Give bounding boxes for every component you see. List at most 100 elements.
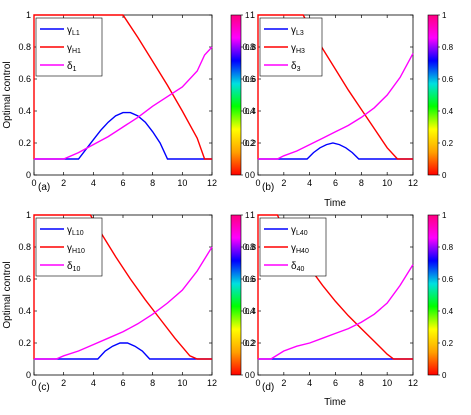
x-tick-label: 12 — [408, 378, 418, 388]
series-line-3 — [258, 53, 414, 160]
legend-entry: δ10 — [67, 261, 80, 273]
x-tick-label: 12 — [207, 378, 217, 388]
panel-4: 0 2 4 6 8 10 1200.20.40.60.81γL40γH40δ40(d)Tim… — [242, 210, 453, 408]
x-tick-label: 12 — [207, 178, 217, 188]
y-axis-label: Optimal control — [2, 261, 13, 328]
x-tick-label: 10 — [177, 378, 187, 388]
x-tick-label: 6 — [333, 178, 338, 188]
panel-label: (d) — [262, 382, 274, 393]
y-tick-label: 0.4 — [18, 106, 31, 116]
colorbar-tick-label: 0.6 — [442, 75, 454, 84]
y-tick-label: 0.2 — [18, 138, 31, 148]
legend-entry: δ1 — [67, 61, 77, 73]
legend-entry: γL10 — [67, 225, 84, 237]
x-tick-label: 4 — [307, 178, 312, 188]
y-tick-label: 0.6 — [18, 274, 31, 284]
x-axis-label: Time — [324, 198, 346, 209]
panel-label: (c) — [38, 382, 50, 393]
colorbar-tick-label: 0.8 — [245, 243, 257, 252]
y-tick-label: 0.2 — [242, 338, 255, 348]
colorbar-tick-label: 0.8 — [245, 43, 257, 52]
series-line-1 — [34, 111, 212, 160]
colorbar-tick-label: 0 — [245, 171, 250, 180]
colorbar-tick-label: 0.6 — [442, 275, 454, 284]
colorbar-tick-label: 1 — [245, 211, 250, 220]
y-tick-label: 0.8 — [242, 42, 255, 52]
legend-entry: γL3 — [291, 25, 304, 37]
series-line-2 — [257, 14, 413, 160]
y-tick-label: 0.4 — [18, 306, 31, 316]
x-tick-label: 4 — [91, 378, 96, 388]
colorbar-tick-label: 0.4 — [442, 107, 454, 116]
colorbar-tick-label: 0 — [245, 371, 250, 380]
series-line-2 — [257, 214, 413, 360]
legend-entry: δ40 — [291, 261, 304, 273]
colorbar-tick-label: 1 — [442, 211, 447, 220]
legend-entry: γH1 — [67, 43, 81, 55]
y-tick-label: 0.8 — [242, 242, 255, 252]
x-tick-label: 2 — [61, 378, 66, 388]
x-tick-label: 8 — [359, 378, 364, 388]
series-line-2 — [33, 14, 212, 160]
x-tick-label: 0 — [31, 178, 36, 188]
x-tick-label: 0 — [31, 378, 36, 388]
x-tick-label: 10 — [177, 178, 187, 188]
x-tick-label: 4 — [307, 378, 312, 388]
series-line-1 — [34, 342, 212, 360]
x-tick-label: 6 — [120, 378, 125, 388]
panel-1: 0 2 4 6 8 10 1200.20.40.60.81γL1γH1δ1(a)Optima… — [2, 10, 257, 193]
x-tick-label: 8 — [359, 178, 364, 188]
colorbar-tick-label: 0.6 — [245, 275, 257, 284]
y-tick-label: 0.6 — [242, 274, 255, 284]
x-tick-label: 8 — [150, 178, 155, 188]
y-tick-label: 0.4 — [242, 306, 255, 316]
colorbar — [427, 14, 439, 176]
legend-entry: γL40 — [291, 225, 308, 237]
legend-entry: γH3 — [291, 43, 305, 55]
y-tick-label: 1 — [26, 10, 31, 20]
y-tick-label: 0 — [250, 370, 255, 380]
y-tick-label: 1 — [26, 210, 31, 220]
y-tick-label: 0.8 — [18, 242, 31, 252]
colorbar-tick-label: 0.8 — [442, 243, 454, 252]
x-tick-label: 2 — [281, 378, 286, 388]
colorbar-tick-label: 0.6 — [245, 75, 257, 84]
x-tick-label: 6 — [120, 178, 125, 188]
y-tick-label: 0 — [250, 170, 255, 180]
colorbar-tick-label: 0.2 — [442, 139, 454, 148]
y-tick-label: 1 — [250, 10, 255, 20]
y-tick-label: 0.8 — [18, 42, 31, 52]
x-tick-label: 10 — [382, 378, 392, 388]
x-tick-label: 12 — [408, 178, 418, 188]
colorbar-tick-label: 0 — [442, 171, 447, 180]
y-tick-label: 1 — [250, 210, 255, 220]
series-line-3 — [34, 46, 213, 160]
y-tick-label: 0 — [26, 370, 31, 380]
legend-entry: γH40 — [291, 243, 309, 255]
colorbar-tick-label: 0.4 — [245, 307, 257, 316]
colorbar-tick-label: 1 — [442, 11, 447, 20]
y-tick-label: 0.4 — [242, 106, 255, 116]
y-tick-label: 0.6 — [18, 74, 31, 84]
x-tick-label: 8 — [150, 378, 155, 388]
legend-entry: δ3 — [291, 61, 301, 73]
colorbar-tick-label: 0 — [442, 371, 447, 380]
series-line-2 — [33, 214, 212, 360]
panel-3: 0 2 4 6 8 10 1200.20.40.60.81γL10γH10δ10(c)Opt… — [2, 210, 257, 393]
series-line-3 — [34, 246, 213, 360]
x-tick-label: 4 — [91, 178, 96, 188]
x-tick-label: 2 — [281, 178, 286, 188]
colorbar-tick-label: 0.4 — [245, 107, 257, 116]
colorbar — [230, 214, 242, 376]
colorbar-tick-label: 0.2 — [442, 339, 454, 348]
y-tick-label: 0.6 — [242, 74, 255, 84]
y-axis-label: Optimal control — [2, 61, 13, 128]
panel-label: (b) — [262, 182, 274, 193]
colorbar-tick-label: 0.4 — [442, 307, 454, 316]
series-line-1 — [258, 142, 413, 160]
colorbar — [230, 14, 242, 176]
colorbar-tick-label: 0.2 — [245, 139, 257, 148]
legend-entry: γL1 — [67, 25, 80, 37]
colorbar-tick-label: 0.2 — [245, 339, 257, 348]
